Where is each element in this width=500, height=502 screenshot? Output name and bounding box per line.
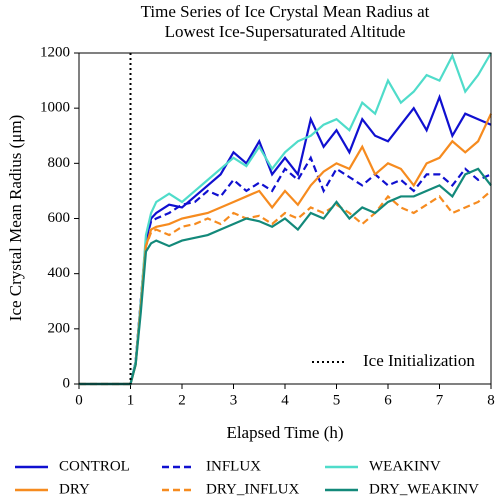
chart-subtitle: Lowest Ice-Supersaturated Altitude bbox=[165, 22, 406, 41]
legend-label: WEAKINV bbox=[369, 458, 441, 474]
x-tick-label: 7 bbox=[436, 392, 444, 408]
legend-label: CONTROL bbox=[59, 458, 130, 474]
y-tick-label: 1000 bbox=[40, 100, 70, 116]
series-line bbox=[79, 93, 492, 386]
y-tick-label: 400 bbox=[48, 265, 71, 281]
annotation-label: Ice Initialization bbox=[363, 351, 475, 370]
y-tick-label: 200 bbox=[48, 320, 71, 336]
series-line bbox=[79, 52, 492, 386]
legend-label: DRY_INFLUX bbox=[206, 481, 300, 497]
x-tick-label: 4 bbox=[281, 392, 289, 408]
x-axis-label: Elapsed Time (h) bbox=[226, 423, 343, 442]
legend-label: DRY bbox=[59, 481, 90, 497]
x-tick-label: 2 bbox=[178, 392, 186, 408]
x-tick-label: 0 bbox=[75, 392, 83, 408]
series-line bbox=[79, 167, 492, 386]
x-tick-label: 3 bbox=[230, 392, 238, 408]
series-line bbox=[79, 113, 492, 386]
x-tick-label: 5 bbox=[333, 392, 341, 408]
x-tick-label: 1 bbox=[127, 392, 135, 408]
y-axis-label: Ice Crystal Mean Radius (μm) bbox=[6, 115, 25, 321]
legend-label: DRY_WEAKINV bbox=[369, 481, 479, 497]
chart-title: Time Series of Ice Crystal Mean Radius a… bbox=[141, 2, 430, 21]
x-tick-label: 8 bbox=[487, 392, 495, 408]
y-tick-label: 600 bbox=[48, 210, 71, 226]
y-tick-label: 800 bbox=[48, 155, 71, 171]
plot-frame bbox=[78, 52, 492, 385]
legend-label: INFLUX bbox=[206, 458, 261, 474]
y-tick-label: 1200 bbox=[40, 44, 70, 60]
x-tick-label: 6 bbox=[384, 392, 392, 408]
series-line bbox=[79, 155, 492, 386]
y-tick-label: 0 bbox=[63, 375, 71, 391]
